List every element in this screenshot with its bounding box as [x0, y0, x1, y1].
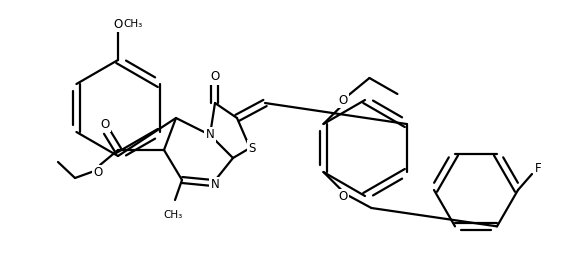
- Text: N: N: [210, 179, 219, 191]
- Text: O: O: [93, 166, 103, 180]
- Text: CH₃: CH₃: [163, 210, 183, 220]
- Text: O: O: [339, 93, 348, 107]
- Text: F: F: [535, 163, 541, 175]
- Text: O: O: [113, 18, 123, 30]
- Text: CH₃: CH₃: [123, 19, 142, 29]
- Text: O: O: [339, 190, 348, 204]
- Text: S: S: [249, 141, 256, 155]
- Text: N: N: [206, 128, 214, 141]
- Text: O: O: [210, 70, 219, 84]
- Text: O: O: [100, 117, 109, 131]
